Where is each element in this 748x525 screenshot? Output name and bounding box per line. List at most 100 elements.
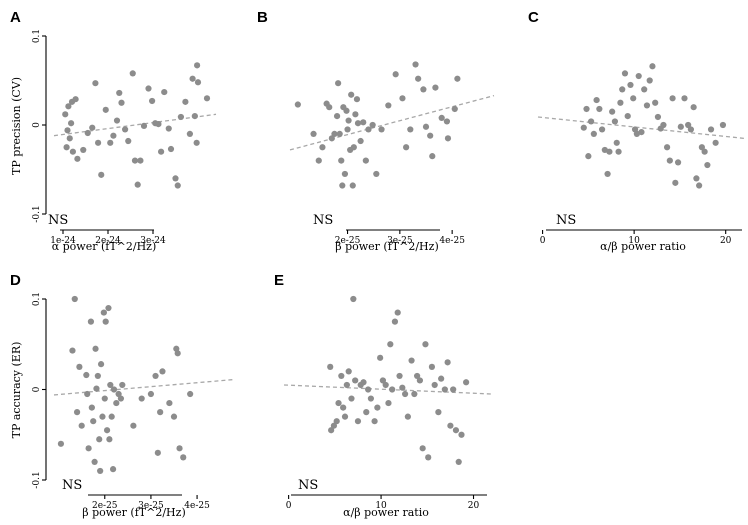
panel-c-data-point bbox=[585, 153, 592, 160]
panel-e-x-axis-label: α/β power ratio bbox=[343, 506, 429, 519]
panel-c-data-point bbox=[583, 105, 590, 113]
panel-d-data-point bbox=[84, 390, 91, 398]
panel-c-data-point bbox=[701, 148, 708, 155]
panel-d-data-point bbox=[102, 318, 109, 325]
panel-a-data-point bbox=[72, 96, 79, 103]
panel-a-data-point bbox=[98, 171, 105, 178]
panel-a-data-point bbox=[194, 79, 202, 86]
panel-a-data-point bbox=[118, 99, 125, 106]
panel-c: C 0 10 20 NS α/β power ratio bbox=[528, 9, 745, 253]
panel-a-x-tick-label: 3e-24 bbox=[140, 236, 166, 246]
panel-c-data-point bbox=[606, 148, 613, 155]
panel-c-data-point bbox=[621, 70, 629, 77]
panel-e-data-point bbox=[327, 363, 334, 370]
panel-d-data-point bbox=[176, 445, 183, 452]
panel-d-x-tick-label: 4e-25 bbox=[184, 501, 210, 511]
panel-b-x-axis-label: β power (fT^2/Hz) bbox=[335, 240, 439, 253]
panel-d-data-point bbox=[159, 368, 166, 375]
panel-c-data-point bbox=[619, 86, 626, 93]
panel-b: B 2e-25 3e-25 4e-25 NS β power (fT^2/Hz) bbox=[257, 9, 495, 253]
panel-b-data-point bbox=[319, 144, 326, 151]
panel-a-data-point bbox=[65, 103, 72, 110]
panel-a-data-point bbox=[134, 181, 141, 188]
panel-c-data-point bbox=[652, 99, 659, 106]
panel-e-data-point bbox=[408, 357, 415, 364]
panel-d-data-point bbox=[174, 350, 181, 357]
panel-d-data-point bbox=[94, 372, 101, 380]
panel-a-data-point bbox=[62, 111, 69, 118]
panel-a-data-point bbox=[122, 126, 129, 133]
panel-e-x-tick-label: 0 bbox=[286, 501, 292, 511]
panel-a-y-tick-label: -0.1 bbox=[32, 205, 42, 222]
panel-a-data-point bbox=[191, 113, 198, 120]
panel-c-data-point bbox=[580, 124, 587, 131]
panel-b-data-point bbox=[344, 126, 351, 133]
panel-e-label: E bbox=[274, 272, 284, 289]
panel-b-data-point bbox=[407, 126, 414, 133]
panel-a-label: A bbox=[10, 9, 21, 26]
panel-c-data-point bbox=[604, 170, 611, 178]
panel-b-data-point bbox=[352, 111, 359, 118]
panel-c-data-point bbox=[598, 126, 606, 133]
panel-a-data-point bbox=[174, 182, 181, 189]
panel-d-data-point bbox=[117, 395, 125, 402]
panel-b-data-point bbox=[403, 144, 410, 151]
panel-a-data-point bbox=[84, 129, 91, 137]
panel-d-data-point bbox=[99, 413, 106, 420]
panel-e-data-point bbox=[455, 458, 462, 465]
panel-b-data-point bbox=[432, 84, 439, 91]
panel-b-data-point bbox=[339, 182, 346, 189]
panel-c-data-point bbox=[712, 139, 719, 146]
panel-d-data-point bbox=[92, 345, 99, 352]
panel-e-data-point bbox=[414, 372, 421, 380]
panel-e-x-tick-label: 10 bbox=[375, 501, 387, 511]
panel-b-data-point bbox=[412, 61, 419, 68]
panel-e-data-point bbox=[387, 341, 394, 348]
panel-e-data-point bbox=[416, 377, 423, 384]
panel-b-data-point bbox=[427, 132, 434, 139]
panel-a-data-point bbox=[68, 120, 75, 127]
panel-d-data-point bbox=[166, 399, 173, 407]
panel-d: D -0.1 0 0.1 2e-25 3e-25 4e-25 NS β power (fT… bbox=[10, 272, 235, 519]
panel-d-data-point bbox=[187, 390, 194, 398]
panel-b-data-point bbox=[336, 130, 343, 137]
panel-d-data-point bbox=[96, 436, 103, 443]
panel-b-data-point bbox=[399, 95, 406, 102]
panel-e-ns-annotation: NS bbox=[298, 478, 318, 493]
panel-b-data-point bbox=[373, 170, 380, 178]
panel-d-data-point bbox=[109, 466, 117, 473]
panel-e-data-point bbox=[335, 399, 342, 407]
panel-a-x-tick-label: 2e-24 bbox=[95, 236, 121, 246]
panel-c-x-tick-label: 10 bbox=[628, 236, 640, 246]
panel-b-data-point bbox=[360, 119, 367, 126]
panel-d-data-point bbox=[85, 445, 92, 452]
panel-c-data-point bbox=[654, 113, 662, 121]
panel-b-data-point bbox=[378, 126, 385, 133]
panel-d-data-point bbox=[154, 449, 161, 456]
panel-a-data-point bbox=[116, 89, 123, 97]
panel-d-data-point bbox=[83, 371, 90, 379]
panel-e-data-point bbox=[394, 309, 401, 316]
panel-a-data-point bbox=[107, 139, 114, 146]
panel-a-data-point bbox=[102, 106, 109, 113]
panel-a-data-point bbox=[177, 113, 184, 121]
panel-c-data-point bbox=[660, 121, 667, 129]
panel-e-data-point bbox=[425, 454, 432, 461]
panel-d-y-tick-label: 0 bbox=[32, 386, 42, 392]
panel-b-data-point bbox=[365, 126, 372, 133]
panel-c-data-point bbox=[666, 157, 673, 164]
panel-a-data-point bbox=[64, 127, 71, 134]
panel-c-data-point bbox=[663, 144, 671, 151]
panel-d-data-point bbox=[57, 440, 65, 447]
panel-a-data-point bbox=[125, 137, 132, 145]
panel-c-data-point bbox=[698, 144, 705, 151]
panel-e-x-tick-label: 20 bbox=[468, 501, 480, 511]
panel-c-data-point bbox=[677, 123, 684, 130]
panel-b-data-point bbox=[341, 170, 349, 178]
panel-e-data-point bbox=[350, 295, 357, 303]
panel-c-data-point bbox=[719, 121, 727, 129]
panel-e-data-point bbox=[360, 379, 367, 386]
panel-e-data-point bbox=[463, 379, 470, 386]
panel-c-data-point bbox=[696, 182, 703, 189]
panel-c-data-point bbox=[681, 95, 688, 102]
